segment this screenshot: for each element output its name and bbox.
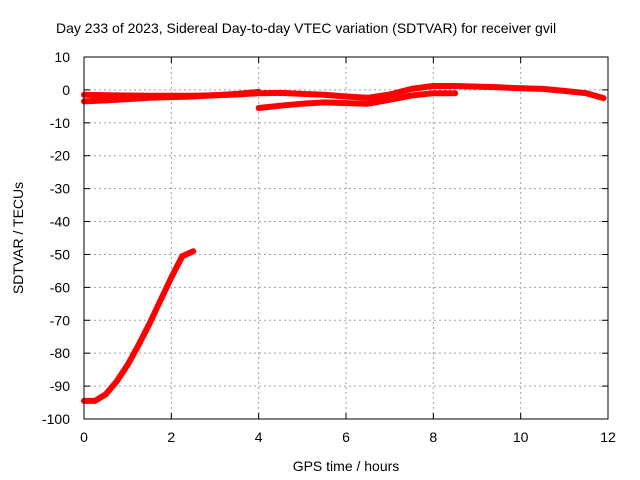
y-tick-label: -80 (50, 345, 70, 361)
series-line-1 (81, 248, 197, 404)
y-tick-label: -30 (50, 181, 70, 197)
x-tick-label: 6 (342, 429, 350, 445)
y-tick-label: -10 (50, 115, 70, 131)
x-tick-label: 0 (80, 429, 88, 445)
grid (84, 57, 608, 419)
y-tick-label: -60 (50, 279, 70, 295)
x-tick-label: 2 (167, 429, 175, 445)
series-layer (81, 83, 607, 404)
x-axis-label: GPS time / hours (293, 458, 400, 474)
y-tick-label: 10 (54, 49, 70, 65)
y-tick-label: -100 (42, 411, 70, 427)
y-tick-label: -20 (50, 148, 70, 164)
y-tick-label: 0 (62, 82, 70, 98)
series-line-4 (255, 90, 459, 111)
y-axis-label: SDTVAR / TECUs (10, 182, 26, 294)
y-tick-label: -90 (50, 378, 70, 394)
y-tick-label: -70 (50, 312, 70, 328)
y-tick-label: -40 (50, 214, 70, 230)
axis-ticks: 0 2 4 6 8 10 12 10 0 -10 -20 -30 -40 -50 -60 -70 -80 -90 -… (42, 49, 616, 445)
x-tick-label: 4 (255, 429, 263, 445)
x-tick-label: 8 (429, 429, 437, 445)
chart-title: Day 233 of 2023, Sidereal Day-to-day VTE… (56, 20, 556, 36)
x-tick-label: 10 (513, 429, 529, 445)
y-tick-label: -50 (50, 246, 70, 262)
x-tick-label: 12 (600, 429, 616, 445)
series-line-3 (81, 88, 262, 99)
